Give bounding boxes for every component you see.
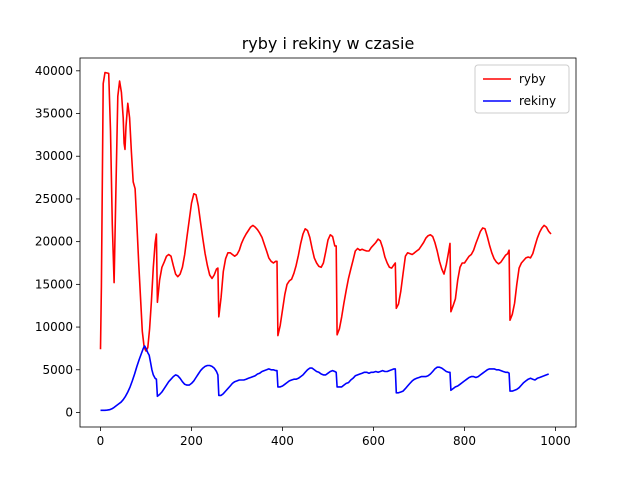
- x-tick-label: 1000: [540, 434, 571, 448]
- legend-label-rekiny: rekiny: [519, 94, 556, 108]
- y-tick-label: 25000: [35, 192, 73, 206]
- y-tick-label: 10000: [35, 320, 73, 334]
- x-tick-label: 0: [97, 434, 105, 448]
- x-tick-label: 400: [271, 434, 294, 448]
- legend: ryby rekiny: [474, 64, 570, 114]
- x-tick-label: 200: [180, 434, 203, 448]
- series-line-ryby: [99, 71, 552, 352]
- y-tick-label: 5000: [42, 363, 73, 377]
- y-tick-label: 15000: [35, 277, 73, 291]
- y-tick-label: 20000: [35, 235, 73, 249]
- x-tick-label: 800: [453, 434, 476, 448]
- series-line-rekiny: [100, 345, 549, 412]
- y-tick-label: 40000: [35, 64, 73, 78]
- axes: 0 200 400 600 800 100005000100001500020000250…: [35, 57, 577, 448]
- axes-frame: [79, 57, 577, 428]
- y-tick-label: 0: [65, 405, 73, 419]
- chart-title: ryby i rekiny w czasie: [242, 34, 415, 53]
- legend-label-ryby: ryby: [519, 72, 546, 86]
- y-tick-label: 35000: [35, 107, 73, 121]
- x-tick-label: 600: [362, 434, 385, 448]
- plot-area: [99, 71, 552, 412]
- y-tick-label: 30000: [35, 149, 73, 163]
